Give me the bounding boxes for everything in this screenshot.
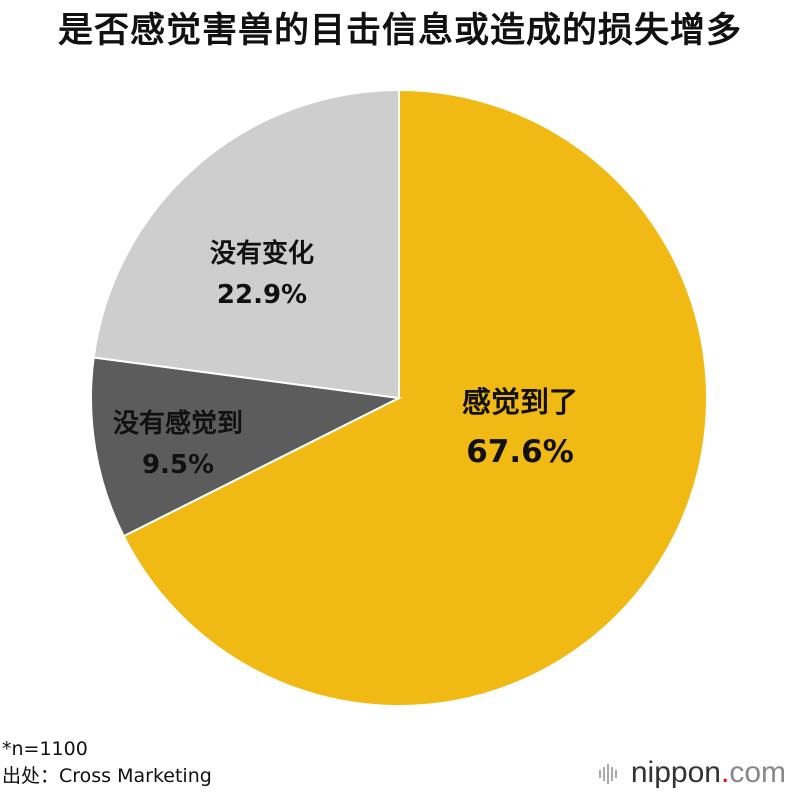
nippon-logo: nippon. com xyxy=(598,756,786,790)
slice-label: 没有变化 xyxy=(210,238,314,269)
source-note: 出处：Cross Marketing xyxy=(2,765,212,787)
sample-size-note: *n=1100 xyxy=(2,738,88,760)
slice-label: 感觉到了 xyxy=(462,385,578,419)
pie-slice xyxy=(92,88,400,400)
chart-title: 是否感觉害兽的目击信息或造成的损失增多 xyxy=(57,11,742,51)
slice-label: 没有感觉到 xyxy=(113,409,243,439)
logo-name: nippon xyxy=(630,756,721,789)
pie-slice xyxy=(90,356,403,538)
slice-value-label: 22.9% xyxy=(217,280,307,310)
logo-dot: . xyxy=(720,756,730,789)
logo-bars-icon xyxy=(598,764,617,784)
slice-value-label: 9.5% xyxy=(142,450,214,480)
logo-tld: com xyxy=(729,756,786,789)
pie-slice xyxy=(122,88,708,707)
slice-value-label: 67.6% xyxy=(466,434,574,470)
